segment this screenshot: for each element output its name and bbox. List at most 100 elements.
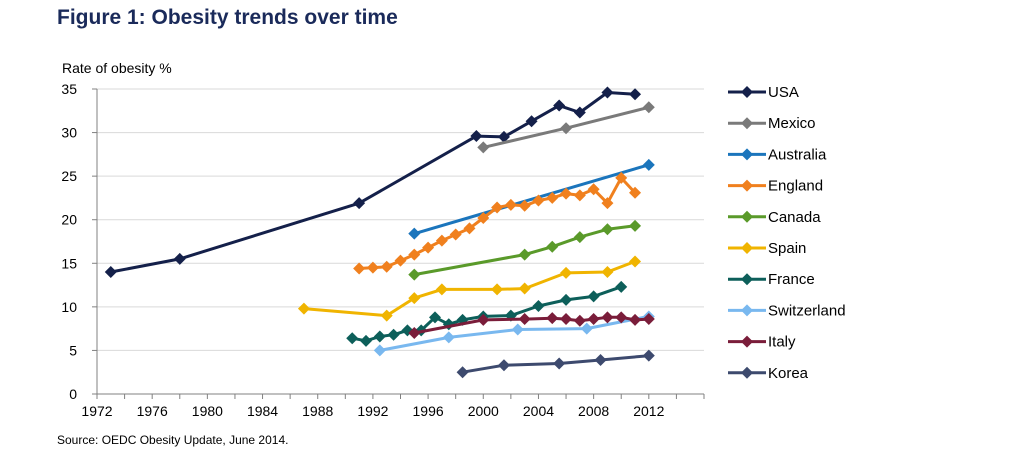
- x-tick-label: 1976: [137, 403, 168, 419]
- england-point: [477, 211, 490, 224]
- legend-label: USA: [768, 84, 799, 101]
- x-tick-label: 1988: [302, 403, 333, 419]
- england-point: [394, 254, 407, 267]
- legend-swatch-marker: [741, 148, 753, 161]
- series-england: [353, 171, 642, 275]
- usa-line: [110, 91, 636, 274]
- mexico-point: [477, 141, 490, 154]
- series-korea: [456, 349, 655, 379]
- legend-item-korea: Korea: [728, 365, 809, 382]
- england-point: [380, 260, 393, 273]
- legend-label: France: [768, 271, 815, 288]
- x-tick-label: 2012: [633, 403, 664, 419]
- legend-label: Canada: [768, 209, 821, 226]
- legend-swatch-marker: [741, 304, 753, 317]
- korea-point: [553, 357, 566, 370]
- legend-label: Spain: [768, 240, 806, 257]
- y-tick-label: 5: [69, 342, 77, 358]
- legend-item-spain: Spain: [728, 240, 806, 257]
- switzerland-point: [580, 322, 593, 335]
- spain-point: [435, 283, 448, 296]
- australia-point: [642, 158, 655, 171]
- legend-swatch-marker: [741, 179, 753, 192]
- y-tick-label: 20: [61, 212, 77, 228]
- x-tick-label: 1972: [81, 403, 112, 419]
- italy-point: [615, 311, 628, 324]
- legend-swatch-marker: [741, 86, 753, 98]
- x-tick-label: 2004: [523, 403, 554, 419]
- axes: [92, 88, 705, 399]
- series-australia: [408, 158, 655, 240]
- mexico-point: [560, 122, 573, 135]
- legend-item-usa: USA: [728, 84, 799, 101]
- italy-point: [587, 313, 600, 326]
- legend-label: England: [768, 178, 823, 195]
- canada-point: [546, 240, 559, 253]
- usa-point: [497, 130, 510, 143]
- spain-point: [601, 266, 614, 278]
- legend-swatch-marker: [741, 210, 753, 223]
- italy-point: [573, 314, 586, 327]
- series-italy: [408, 311, 655, 339]
- france-point: [532, 299, 545, 312]
- y-tick-label: 25: [61, 168, 77, 184]
- series-switzerland: [373, 310, 655, 357]
- england-point: [422, 241, 435, 254]
- england-point: [546, 191, 559, 204]
- australia-line: [413, 163, 650, 236]
- legend-item-mexico: Mexico: [728, 115, 816, 132]
- england-point: [601, 197, 614, 210]
- y-tick-label: 35: [61, 81, 77, 97]
- x-tick-label: 2008: [578, 403, 609, 419]
- italy-point: [601, 311, 614, 324]
- usa-point: [104, 266, 117, 278]
- legend-label: Korea: [768, 365, 809, 382]
- switzerland-point: [511, 323, 524, 336]
- england-point: [463, 222, 476, 235]
- usa-point: [573, 106, 586, 119]
- england-point: [629, 186, 642, 199]
- france-point: [428, 311, 441, 324]
- usa-point: [525, 115, 538, 128]
- canada-point: [573, 231, 586, 244]
- series-usa: [104, 86, 642, 278]
- england-point: [449, 228, 462, 241]
- england-point: [587, 183, 600, 196]
- legend-item-italy: Italy: [728, 334, 796, 351]
- spain-point: [518, 282, 531, 295]
- legend: USA Mexico Australia England Canada Spain Fran…: [728, 84, 846, 382]
- x-tick-label: 1980: [192, 403, 223, 419]
- y-tick-label: 0: [69, 386, 77, 402]
- italy-point: [642, 313, 655, 326]
- legend-swatch-marker: [741, 366, 753, 379]
- england-point: [504, 198, 517, 211]
- england-point: [573, 189, 586, 202]
- italy-point: [477, 313, 490, 326]
- australia-point: [408, 227, 421, 240]
- figure-title: Figure 1: Obesity trends over time: [57, 6, 398, 29]
- x-tick-label: 1992: [357, 403, 388, 419]
- spain-line: [303, 260, 636, 318]
- x-tick-label: 2000: [468, 403, 499, 419]
- series-canada: [408, 219, 642, 281]
- usa-point: [173, 252, 186, 265]
- mexico-point: [642, 101, 655, 114]
- canada-point: [601, 223, 614, 236]
- spain-point: [380, 309, 393, 322]
- switzerland-point: [373, 344, 386, 357]
- italy-point: [408, 327, 421, 339]
- y-tick-label: 10: [61, 299, 77, 315]
- canada-point: [629, 219, 642, 232]
- england-point: [615, 171, 628, 184]
- korea-point: [642, 349, 655, 362]
- usa-point: [353, 197, 366, 210]
- usa-point: [470, 130, 483, 143]
- x-tick-label: 1984: [247, 403, 278, 419]
- italy-point: [546, 312, 559, 325]
- usa-point: [601, 86, 614, 99]
- england-point: [491, 201, 504, 214]
- spain-point: [491, 283, 504, 296]
- legend-item-canada: Canada: [728, 209, 821, 226]
- legend-item-australia: Australia: [728, 146, 827, 163]
